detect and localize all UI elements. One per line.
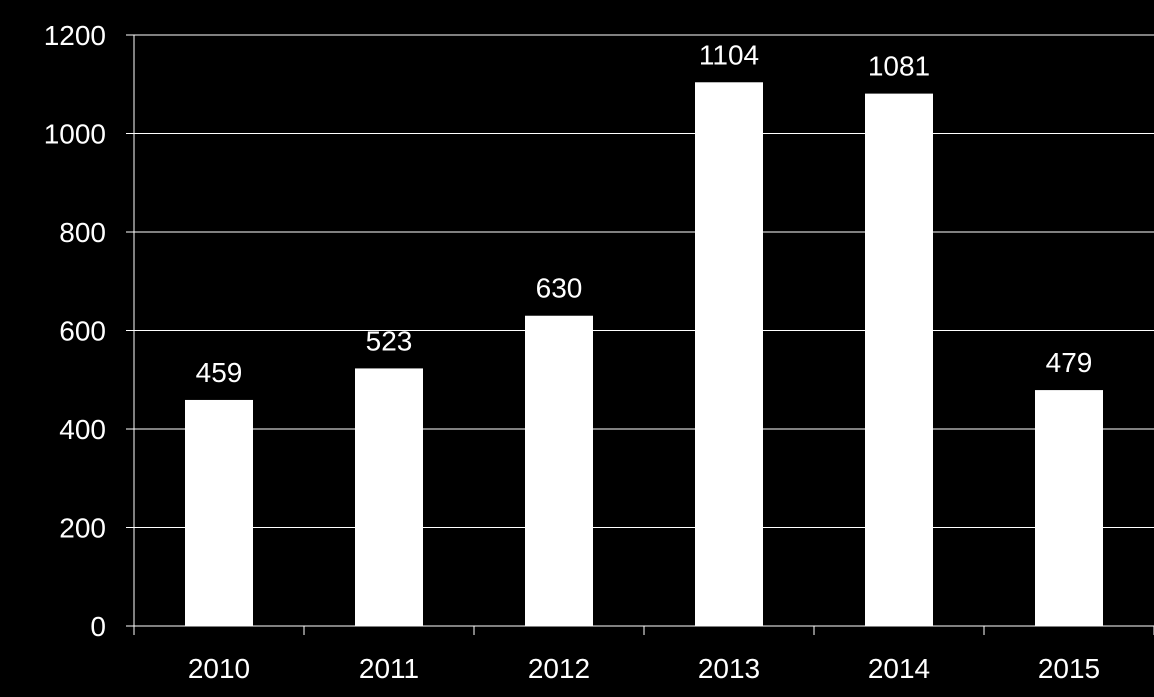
- x-tick-label: 2012: [528, 653, 590, 684]
- axes: [126, 34, 1154, 635]
- gridlines: [134, 34, 1154, 528]
- data-label: 523: [366, 325, 413, 356]
- labels: 0 200 400 600 800 1000 1200 459 2010 523 2011 630 20…: [44, 20, 1100, 684]
- bar-2013: [695, 82, 763, 626]
- data-label: 630: [536, 273, 583, 304]
- x-tick-label: 2010: [188, 653, 250, 684]
- bar-2015: [1035, 390, 1103, 626]
- y-tick-label: 800: [59, 217, 106, 248]
- y-tick-label: 400: [59, 414, 106, 445]
- x-tick-label: 2013: [698, 653, 760, 684]
- bar-2014: [865, 93, 933, 627]
- y-tick-label: 1000: [44, 119, 106, 150]
- bars: [185, 82, 1103, 627]
- x-tick-label: 2014: [868, 653, 930, 684]
- x-tick-label: 2015: [1038, 653, 1100, 684]
- data-label: 1104: [699, 39, 759, 70]
- x-tick-label: 2011: [359, 653, 419, 684]
- y-tick-label: 200: [59, 513, 106, 544]
- bar-2012: [525, 315, 593, 626]
- y-tick-label: 1200: [44, 20, 106, 51]
- data-label: 1081: [868, 51, 930, 82]
- y-tick-label: 0: [90, 611, 106, 642]
- bar-2011: [355, 368, 423, 626]
- data-label: 479: [1046, 347, 1093, 378]
- bar-2010: [185, 399, 253, 626]
- y-tick-label: 600: [59, 316, 106, 347]
- data-label: 459: [196, 357, 243, 388]
